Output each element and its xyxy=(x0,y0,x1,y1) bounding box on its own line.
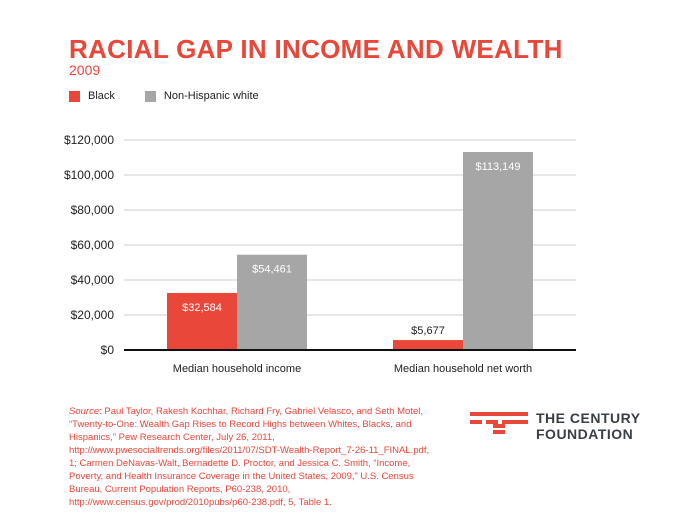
x-tick-label: Median household net worth xyxy=(394,363,532,375)
century-foundation-logo-icon xyxy=(470,412,528,434)
chart-subtitle: 2009 xyxy=(69,62,101,78)
y-tick-label: $20,000 xyxy=(71,308,115,322)
y-tick-label: $80,000 xyxy=(71,203,115,217)
legend-swatch-white xyxy=(144,90,156,102)
logo-line-2: FOUNDATION xyxy=(536,426,634,442)
data-label: $5,677 xyxy=(411,325,445,337)
chart-title: RACIAL GAP IN INCOME AND WEALTH xyxy=(69,34,563,64)
bar xyxy=(167,292,237,350)
legend: Black Non-Hispanic white xyxy=(69,90,289,102)
y-tick-label: $120,000 xyxy=(64,133,114,147)
legend-item-white: Non-Hispanic white xyxy=(144,90,259,102)
source-text: : Paul Taylor, Rakesh Kochhar, Richard F… xyxy=(69,406,430,508)
x-tick-label: Median household income xyxy=(173,363,301,375)
data-label: $32,584 xyxy=(182,302,222,314)
data-label: $54,461 xyxy=(252,264,292,276)
legend-label-white: Non-Hispanic white xyxy=(163,90,259,102)
logo-line-1: THE CENTURY xyxy=(536,410,641,426)
data-label: $113,149 xyxy=(475,161,520,173)
bar xyxy=(393,340,463,350)
legend-label-black: Black xyxy=(88,90,115,102)
legend-swatch-black xyxy=(69,90,80,102)
y-tick-label: $100,000 xyxy=(64,168,114,182)
century-foundation-logo: THE CENTURY FOUNDATION xyxy=(470,410,641,442)
bar xyxy=(463,151,533,350)
bar xyxy=(237,254,307,350)
y-tick-label: $0 xyxy=(101,343,115,357)
source-note: Source: Paul Taylor, Rakesh Kochhar, Ric… xyxy=(69,405,439,509)
y-tick-label: $40,000 xyxy=(71,273,115,287)
y-tick-label: $60,000 xyxy=(71,238,115,252)
bar-chart: $0 $20,000 $40,000 $60,000 $80,000 $100,000 $1… xyxy=(64,133,576,375)
legend-item-black: Black xyxy=(69,90,115,102)
source-label: Source xyxy=(69,406,100,417)
logo-text: THE CENTURY FOUNDATION xyxy=(536,410,641,442)
